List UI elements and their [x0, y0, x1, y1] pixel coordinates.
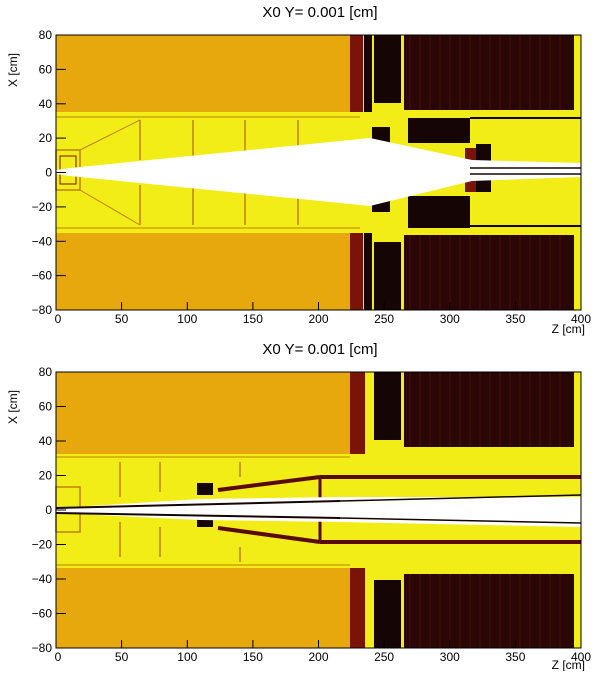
region-black-strip-lower: [364, 233, 372, 310]
panel-bottom: X0 Y= 0.001 [cm]: [0, 337, 592, 672]
x-ticks: [55, 640, 582, 648]
beam-pipe-narrow: [470, 164, 581, 176]
x-tick-label: 250: [374, 650, 394, 664]
region-darkred-lower: [350, 568, 365, 648]
x-tick-label: 150: [243, 650, 263, 664]
region-black-block-2-upper: [408, 118, 470, 143]
x-tick-labels: 0 50 100 150 200 250 300 350 400: [55, 312, 592, 326]
x-tick-label: 350: [505, 650, 525, 664]
region-calo-small-upper: [374, 372, 401, 440]
plot-area: [55, 372, 587, 648]
x-tick-label: 0: [55, 312, 62, 326]
region-darkred-upper: [350, 35, 363, 112]
x-tick-label: 300: [440, 312, 460, 326]
y-tick-label: 0: [45, 166, 52, 180]
vertical-rods-bottom: [119, 462, 241, 562]
cone-edge-lower: [79, 189, 141, 226]
region-calo-big-upper: [404, 372, 574, 447]
y-tick-label: 60: [39, 62, 53, 76]
x-tick-label: 400: [571, 312, 591, 326]
y-ticks: [56, 34, 66, 311]
calo-stripes-top: [409, 35, 561, 310]
x-tick-label: 150: [243, 312, 263, 326]
beam-line-upper: [55, 500, 341, 509]
region-calo-small-lower: [374, 242, 401, 310]
black-block-lower: [197, 517, 213, 527]
y-tick-label: 80: [39, 28, 53, 42]
geometry-plot-top: X0 Y= 0.001 [cm]: [6, 4, 592, 336]
y-tick-labels: 80 60 40 20 0 −20 −40 −60 −80: [32, 28, 53, 317]
region-darkred-lower: [350, 233, 363, 310]
y-tick-label: −40: [32, 234, 53, 248]
barrel-cone-lower: [217, 526, 321, 544]
y-tick-label: −60: [32, 269, 53, 283]
region-darkred-upper: [350, 372, 365, 454]
region-orange-upper: [56, 372, 350, 454]
x-tick-label: 400: [571, 650, 591, 664]
x-tick-label: 50: [115, 650, 129, 664]
y-axis-label: X [cm]: [6, 390, 20, 424]
region-calo-big-lower: [404, 235, 574, 310]
x-tick-label: 200: [308, 650, 328, 664]
x-axis-label: Z [cm]: [552, 322, 585, 336]
y-tick-label: 60: [39, 400, 53, 414]
y-ticks: [56, 371, 66, 649]
y-tick-label: −20: [32, 200, 53, 214]
region-darkred-block-upper: [465, 148, 477, 162]
region-calo-big-lower: [404, 574, 574, 648]
region-black-block-2-lower: [408, 196, 470, 228]
beam-line-right-lower: [339, 517, 582, 524]
cone-edge-upper: [79, 119, 141, 151]
region-black-block-3-upper: [476, 144, 491, 164]
region-white-right: [581, 372, 587, 648]
x-axis-label: Z [cm]: [552, 658, 585, 671]
x-tick-label: 350: [505, 312, 525, 326]
y-tick-label: −20: [32, 538, 53, 552]
x-tick-label: 100: [177, 312, 197, 326]
panel-top: X0 Y= 0.001 [cm]: [0, 0, 592, 337]
y-axis-label: X [cm]: [6, 53, 20, 87]
calo-stripes-bottom: [409, 372, 561, 648]
x-tick-label: 50: [115, 312, 129, 326]
y-tick-label: −40: [32, 572, 53, 586]
y-tick-label: 0: [45, 503, 52, 517]
y-tick-label: −80: [32, 641, 53, 655]
geometry-plot-bottom: X0 Y= 0.001 [cm]: [6, 341, 592, 672]
y-tick-label: 20: [39, 131, 53, 145]
y-tick-label: 40: [39, 434, 53, 448]
x-tick-label: 200: [308, 312, 328, 326]
region-black-strip-upper: [364, 35, 372, 112]
region-calo-small-upper: [374, 35, 401, 103]
black-block-upper: [197, 483, 213, 495]
plot-title: X0 Y= 0.001 [cm]: [262, 341, 377, 358]
y-tick-label: 20: [39, 469, 53, 483]
y-tick-label: 80: [39, 365, 53, 379]
region-calo-small-lower: [374, 580, 401, 648]
x-ticks: [55, 302, 582, 310]
y-tick-labels: 80 60 40 20 0 −20 −40 −60 −80: [32, 365, 53, 655]
beam-line-lower: [55, 512, 341, 519]
x-tick-label: 0: [55, 650, 62, 664]
y-tick-label: −80: [32, 303, 53, 317]
region-orange-lower: [56, 233, 350, 310]
region-calo-big-upper: [404, 35, 574, 110]
beam-line-right-upper: [339, 494, 582, 502]
barrel-cone-upper: [217, 475, 321, 492]
region-white-right: [581, 35, 587, 310]
region-orange-lower: [56, 568, 350, 648]
plot-area: [55, 35, 587, 310]
beam-pipe-cone: [56, 138, 581, 206]
vertical-rods-top: [139, 120, 299, 225]
region-orange-upper: [56, 35, 350, 112]
y-tick-label: 40: [39, 97, 53, 111]
x-tick-label: 100: [177, 650, 197, 664]
y-tick-label: −60: [32, 607, 53, 621]
x-tick-labels: 0 50 100 150 200 250 300 350 400: [55, 650, 592, 664]
x-tick-label: 300: [440, 650, 460, 664]
plot-title: X0 Y= 0.001 [cm]: [262, 4, 377, 21]
x-tick-label: 250: [374, 312, 394, 326]
